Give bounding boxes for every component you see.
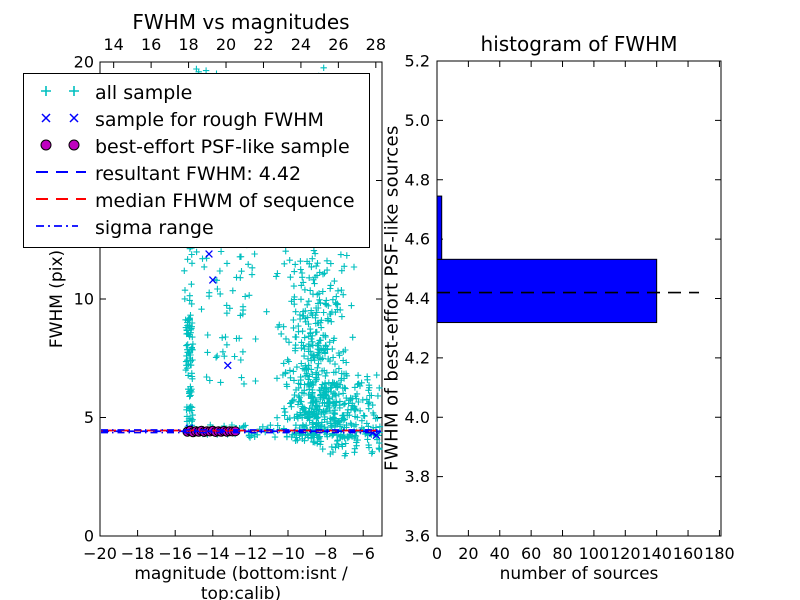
- right-ytick-label: 5.2: [405, 52, 430, 71]
- right-xtick-label: 60: [521, 544, 541, 563]
- left-xtick-label: −14: [196, 544, 230, 563]
- plus-marker-icon: [28, 80, 92, 106]
- legend-entry-all-sample: all sample: [24, 79, 369, 106]
- left-plot-title: FWHM vs magnitudes: [132, 10, 350, 34]
- legend-label: best-effort PSF-like sample: [95, 135, 350, 158]
- legend-entry-rough-sample: sample for rough FWHM: [24, 106, 369, 133]
- legend-label: sigma range: [95, 217, 214, 240]
- blue-dashed-line-icon: [28, 161, 92, 187]
- right-ytick-label: 4.2: [405, 348, 430, 367]
- left-top-xtick-label: 28: [366, 35, 386, 54]
- left-top-xtick-label: 18: [178, 35, 198, 54]
- left-ytick-label: 0: [84, 527, 94, 546]
- right-ytick-label: 4.0: [405, 408, 430, 427]
- right-xtick-label: 0: [432, 544, 442, 563]
- legend-entry-resultant-fwhm: resultant FWHM: 4.42: [24, 161, 369, 188]
- right-plot-title: histogram of FWHM: [480, 32, 678, 56]
- left-top-xtick-label: 26: [328, 35, 348, 54]
- circle-marker-icon: [28, 134, 92, 160]
- right-xtick-label: 40: [490, 544, 510, 563]
- histogram-bar: [436, 258, 658, 324]
- left-plot-xlabel: magnitude (bottom:isnt / top:calib): [134, 564, 348, 600]
- left-plot-ylabel: FWHM (pix): [47, 249, 67, 349]
- histogram-bar: [436, 195, 443, 260]
- left-xtick-label: −10: [271, 544, 305, 563]
- right-plot-ylabel: FWHM of best-effort PSF-like sources: [381, 125, 403, 471]
- legend-entry-sigma-range: sigma range: [24, 215, 369, 242]
- right-xtick-label: 180: [704, 544, 735, 563]
- right-xtick-label: 20: [458, 544, 478, 563]
- right-xtick-label: 160: [673, 544, 704, 563]
- x-marker-icon: [28, 107, 92, 133]
- legend-entry-median-fwhm: median FHWM of sequence: [24, 188, 369, 215]
- legend-label: resultant FWHM: 4.42: [95, 163, 302, 186]
- legend-label: all sample: [95, 81, 193, 104]
- left-ytick-label: 5: [84, 408, 94, 427]
- left-top-xtick-label: 20: [216, 35, 236, 54]
- left-top-xtick-label: 16: [141, 35, 161, 54]
- right-ytick-label: 4.4: [405, 289, 430, 308]
- right-ytick-label: 3.8: [405, 467, 430, 486]
- right-ytick-label: 4.6: [405, 230, 430, 249]
- right-ytick-label: 3.6: [405, 527, 430, 546]
- legend-label: median FHWM of sequence: [95, 190, 355, 213]
- red-dashed-line-icon: [28, 188, 92, 214]
- legend-label: sample for rough FWHM: [95, 108, 324, 131]
- left-xtick-label: −18: [121, 544, 155, 563]
- dashdot-line-icon: [28, 215, 92, 241]
- left-xtick-label: −16: [158, 544, 192, 563]
- legend-box: all sample sample for rough FWHM best-ef…: [23, 73, 370, 248]
- left-top-xtick-label: 22: [253, 35, 273, 54]
- left-top-xtick-label: 24: [291, 35, 311, 54]
- left-xtick-label: −20: [83, 544, 117, 563]
- legend-entry-psf-sample: best-effort PSF-like sample: [24, 133, 369, 160]
- left-ytick-label: 20: [74, 53, 94, 72]
- left-xtick-label: −6: [351, 544, 375, 563]
- right-ytick-label: 4.8: [405, 170, 430, 189]
- left-xtick-label: −8: [314, 544, 338, 563]
- right-xtick-label: 80: [552, 544, 572, 563]
- right-plot-xlabel: number of sources: [499, 564, 659, 584]
- right-xtick-label: 100: [579, 544, 610, 563]
- right-ytick-label: 5.0: [405, 111, 430, 130]
- left-ytick-label: 10: [74, 290, 94, 309]
- right-xtick-label: 120: [610, 544, 641, 563]
- left-top-xtick-label: 14: [103, 35, 123, 54]
- left-xtick-label: −12: [234, 544, 268, 563]
- right-xtick-label: 140: [641, 544, 672, 563]
